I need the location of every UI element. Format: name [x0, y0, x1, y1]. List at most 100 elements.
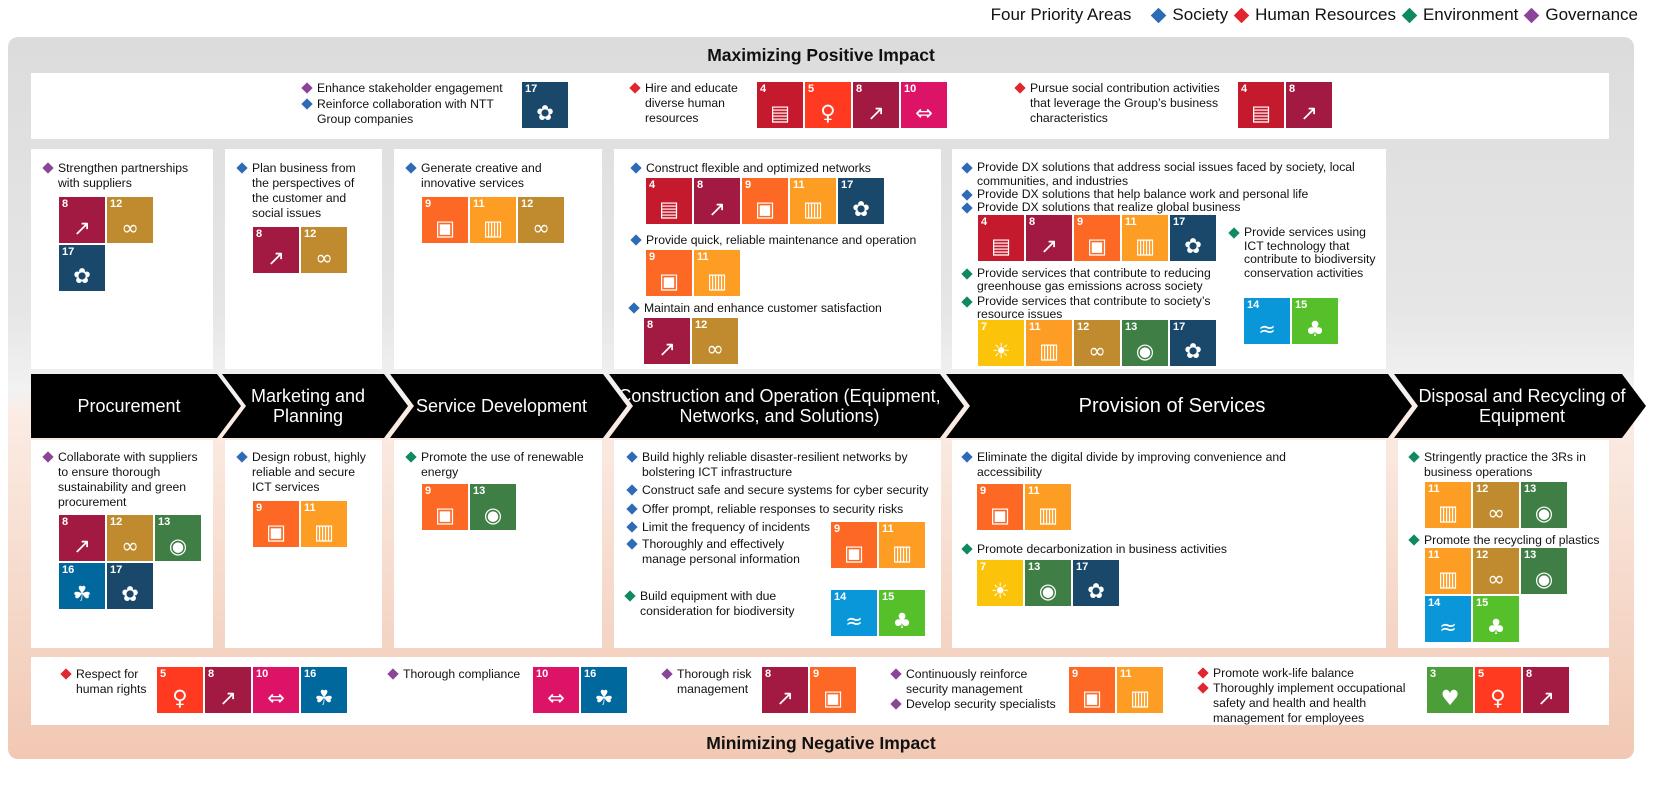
- sdg-number: 8: [62, 198, 69, 210]
- growth-chart-icon: ↗: [73, 216, 91, 240]
- initiative-item: Build highly reliable disaster-resilient…: [626, 450, 937, 480]
- sdg-9-tile: 9 ▣: [422, 197, 468, 243]
- sdg-8-tile: 8 ↗: [1286, 82, 1332, 128]
- fish-icon: ≈: [845, 609, 863, 633]
- sdg-10-tile: 10 ⇔: [533, 667, 579, 713]
- priority-area-diamond-icon: [626, 538, 638, 550]
- sdg-number: 11: [793, 179, 805, 191]
- sdg-number: 14: [1247, 299, 1260, 311]
- sdg-10-tile: 10 ⇔: [253, 667, 299, 713]
- sdg-number: 14: [834, 591, 847, 603]
- city-icon: ▥: [483, 216, 503, 240]
- sdg-8-tile: 8 ↗: [59, 515, 105, 561]
- equality-icon: ⇔: [915, 101, 933, 125]
- growth-chart-icon: ↗: [73, 534, 91, 558]
- priority-area-diamond-icon: [961, 543, 973, 555]
- priority-area-diamond-icon: [387, 668, 399, 680]
- initiative-item: Plan business from the perspectives of t…: [236, 161, 372, 221]
- sdg-group: 4 ▤ 8 ↗ 9 ▣ 11 ▥ 17 ✿: [646, 178, 896, 224]
- lower-panel-development: [394, 440, 602, 648]
- sdg-number: 10: [904, 83, 917, 95]
- sdg-number: 8: [765, 668, 772, 680]
- sdg-8-tile: 8 ↗: [1026, 215, 1072, 261]
- growth-chart-icon: ↗: [658, 337, 676, 361]
- sdg-17-tile: 17 ✿: [59, 245, 105, 291]
- initiative-item: Pursue social contribution activities th…: [1014, 81, 1235, 126]
- sdg-number: 12: [695, 319, 708, 331]
- sdg-number: 5: [1478, 668, 1485, 680]
- cubes-icon: ▣: [659, 269, 679, 293]
- priority-area-diamond-icon: [1408, 451, 1420, 463]
- sdg-13-tile: 13 ◉: [1025, 560, 1071, 606]
- eye-earth-icon: ◉: [483, 503, 503, 527]
- sdg-3-tile: 3 ♥: [1427, 667, 1473, 713]
- sdg-number: 11: [697, 251, 709, 263]
- sdg-group: 5 ♀ 8 ↗ 10 ⇔ 16 ☘: [157, 667, 357, 713]
- flower-icon: ✿: [73, 264, 91, 288]
- priority-area-diamond-icon: [890, 668, 902, 680]
- sdg-number: 8: [1526, 668, 1533, 680]
- sdg-number: 9: [745, 179, 752, 191]
- governance-diamond-icon: [1524, 7, 1540, 23]
- sdg-9-tile: 9 ▣: [977, 484, 1023, 530]
- initiative-item: Reinforce collaboration with NTT Group c…: [301, 97, 517, 127]
- growth-chart-icon: ↗: [267, 246, 285, 270]
- legend-item-environment: Environment: [1401, 5, 1518, 25]
- book-icon: ▤: [1251, 101, 1271, 125]
- dove-icon: ☘: [594, 686, 614, 710]
- sdg-number: 12: [1077, 321, 1090, 333]
- sdg-group: 11 ▥ 12 ∞ 13 ◉ 14 ≈15 ♣: [1425, 548, 1575, 642]
- sdg-8-tile: 8 ↗: [853, 82, 899, 128]
- sdg-11-tile: 11 ▥: [879, 522, 925, 568]
- sdg-12-tile: 12 ∞: [1473, 482, 1519, 528]
- growth-chart-icon: ↗: [1300, 101, 1318, 125]
- tree-icon: ♣: [1486, 615, 1506, 639]
- initiative-item: Maintain and enhance customer satisfacti…: [628, 301, 929, 316]
- initiative-item: Generate creative and innovative service…: [405, 161, 591, 191]
- sdg-group: 14 ≈15 ♣: [1244, 298, 1344, 344]
- heartbeat-icon: ♥: [1440, 686, 1460, 710]
- lower-panel-provision: [952, 440, 1386, 648]
- priority-area-diamond-icon: [630, 162, 642, 174]
- stage-provision-services: Provision of Services: [946, 374, 1412, 438]
- sdg-number: 5: [160, 668, 167, 680]
- sdg-17-tile: 17 ✿: [838, 178, 884, 224]
- sdg-4-tile: 4 ▤: [1238, 82, 1284, 128]
- sdg-4-tile: 4 ▤: [646, 178, 692, 224]
- initiative-item: Thorough risk management: [661, 667, 757, 697]
- sdg-14-tile: 14 ≈: [831, 590, 877, 636]
- sdg-group: 14 ≈15 ♣: [831, 590, 931, 636]
- infinity-icon: ∞: [706, 337, 724, 361]
- priority-area-diamond-icon: [661, 668, 673, 680]
- sdg-group: 8 ↗ 9 ▣: [762, 667, 862, 713]
- sdg-11-tile: 11 ▥: [470, 197, 516, 243]
- flower-icon: ✿: [536, 101, 554, 125]
- initiative-item: Thoroughly and effectively manage person…: [626, 537, 817, 567]
- eye-earth-icon: ◉: [1135, 339, 1155, 363]
- legend-title: Four Priority Areas: [990, 5, 1132, 24]
- dove-icon: ☘: [314, 686, 334, 710]
- initiative-item: Promote the recycling of plastics: [1408, 533, 1604, 548]
- sdg-group: 3 ♥ 5 ♀ 8 ↗: [1427, 667, 1577, 713]
- society-diamond-icon: [1151, 7, 1167, 23]
- priority-area-diamond-icon: [890, 698, 902, 710]
- cubes-icon: ▣: [1087, 234, 1107, 258]
- sdg-number: 11: [1428, 483, 1440, 495]
- sdg-group: 9 ▣ 13 ◉: [422, 484, 522, 530]
- initiative-item: Continuously reinforce security manageme…: [890, 667, 1066, 697]
- sdg-number: 12: [304, 228, 317, 240]
- growth-chart-icon: ↗: [1040, 234, 1058, 258]
- sdg-8-tile: 8 ↗: [762, 667, 808, 713]
- initiative-item: Develop security specialists: [890, 697, 1066, 712]
- priority-area-diamond-icon: [628, 302, 640, 314]
- sdg-number: 12: [521, 198, 534, 210]
- initiative-item: Build equipment with due consideration f…: [624, 589, 825, 619]
- sdg-number: 8: [1029, 216, 1036, 228]
- sdg-17-tile: 17 ✿: [1170, 215, 1216, 261]
- sdg-number: 15: [1476, 597, 1489, 609]
- sdg-16-tile: 16 ☘: [59, 563, 105, 609]
- sdg-number: 11: [1125, 216, 1137, 228]
- positive-impact-title: Maximizing Positive Impact: [707, 45, 935, 65]
- sdg-11-tile: 11 ▥: [694, 250, 740, 296]
- sdg-number: 13: [473, 485, 486, 497]
